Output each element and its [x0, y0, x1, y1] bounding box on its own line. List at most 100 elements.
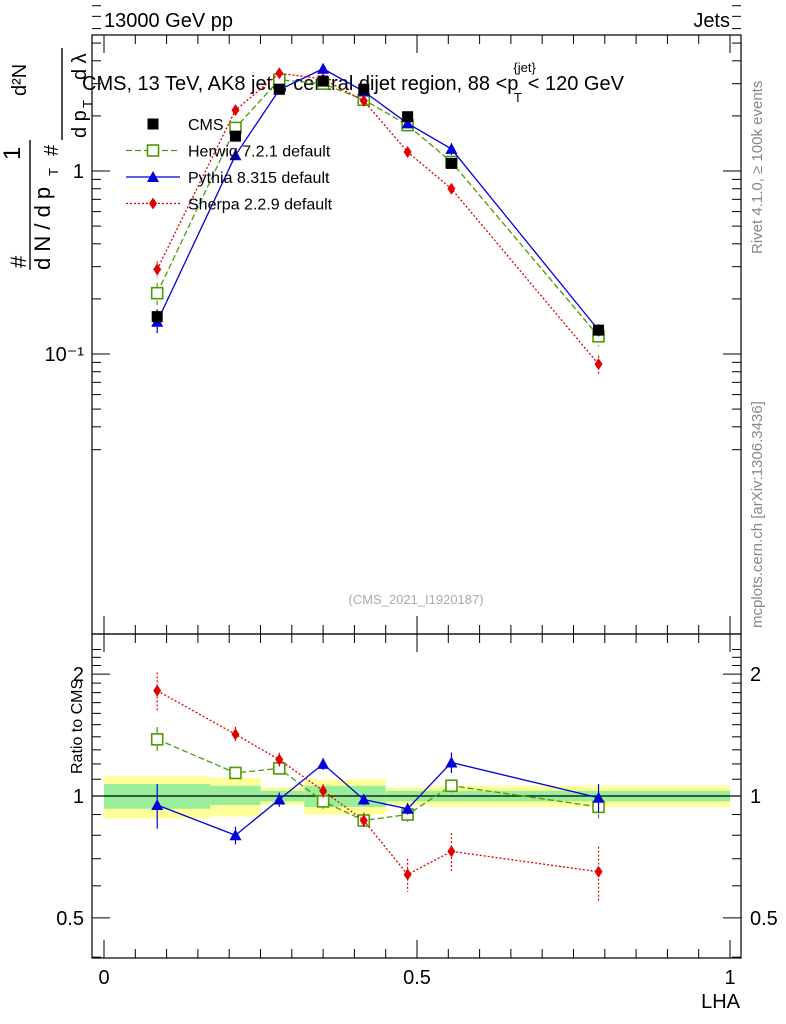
data-series: [150, 62, 605, 902]
data-point: [401, 117, 414, 129]
legend-entry-cms: CMS: [147, 117, 224, 134]
ratio-point: [151, 799, 164, 811]
uncertainty-bands: [104, 776, 730, 819]
ratio-point: [401, 802, 414, 814]
series-herwig-7-2-1-default: [150, 73, 605, 827]
data-point: [275, 67, 284, 80]
svg-text:T: T: [80, 100, 95, 108]
chart-title-main: CMS, 13 TeV, AK8 jets, central dijet reg…: [82, 73, 518, 95]
svg-text:#: #: [6, 255, 31, 268]
header-category-label: Jets: [693, 10, 730, 32]
ratio-tick-label-left: 2: [73, 664, 84, 686]
ratio-point: [231, 728, 240, 741]
chart-title-tail: < 120 GeV: [528, 73, 625, 95]
legend-marker: [146, 144, 160, 157]
data-point: [359, 94, 368, 107]
data-point: [150, 286, 164, 300]
series-line-main: [156, 79, 600, 337]
svg-text:#: #: [41, 144, 63, 156]
legend-marker: [147, 171, 159, 182]
ratio-point: [594, 865, 603, 878]
y-tick-label: 1: [73, 161, 84, 183]
data-point: [594, 358, 603, 371]
legend-label: Pythia 8.315 default: [188, 170, 330, 187]
legend: CMS Herwig 7.2.1 default Pythia 8.315 defa…: [126, 117, 333, 214]
series-sherpa-2-2-9-default: [153, 67, 603, 902]
data-point: [273, 83, 285, 95]
ratio-point: [359, 814, 368, 827]
ratio-point: [229, 829, 242, 841]
series-line-main: [156, 68, 600, 331]
ratio-tick-label-left: 0.5: [56, 908, 84, 930]
svg-text:d p: d p: [69, 110, 91, 138]
legend-label: Sherpa 2.2.9 default: [188, 197, 333, 214]
data-point: [317, 62, 330, 74]
legend-entry-herwig-7-2-1-default: Herwig 7.2.1 default: [126, 144, 331, 161]
series-line-ratio: [156, 761, 599, 836]
ratio-point: [445, 779, 458, 793]
series-pythia-8-315-default: [151, 62, 605, 845]
legend-entry-pythia-8-315-default: Pythia 8.315 default: [126, 170, 330, 187]
chart-title: CMS, 13 TeV, AK8 jets, central dijet reg…: [82, 60, 625, 105]
svg-text:CMS, 13 TeV, AK8 jets, central: CMS, 13 TeV, AK8 jets, central dijet reg…: [82, 60, 625, 105]
ratio-point: [273, 793, 286, 805]
ratio-point: [445, 756, 458, 768]
data-point: [593, 324, 605, 336]
legend-label: CMS: [188, 117, 224, 134]
svg-text:1: 1: [0, 147, 26, 160]
ratio-point: [592, 791, 605, 803]
ratio-point: [229, 766, 242, 780]
header-energy-label: 13000 GeV pp: [104, 10, 233, 32]
chart-title-subscript: T: [514, 90, 522, 105]
series-line-ratio: [156, 738, 599, 822]
ratio-tick-label-right: 2: [750, 664, 761, 686]
y-axis-title: # 1 d N / d p T # d²N d p T d λ: [0, 48, 95, 270]
svg-text:T: T: [46, 168, 61, 176]
svg-text:d λ: d λ: [69, 53, 91, 80]
ratio-axis-title: Ratio to CMS: [69, 679, 86, 774]
ratio-point: [275, 753, 284, 766]
legend-marker: [149, 197, 157, 210]
ratio-point: [153, 684, 162, 697]
legend-label: Herwig 7.2.1 default: [188, 144, 331, 161]
x-tick-label: 0: [98, 967, 109, 989]
ratio-tick-label-left: 1: [73, 786, 84, 808]
data-point: [231, 104, 240, 117]
svg-text:d²N: d²N: [9, 64, 31, 96]
chart-title-superscript: {jet}: [513, 60, 536, 75]
analysis-id-label: (CMS_2021_I1920187): [348, 592, 483, 607]
y-tick-label: 10⁻¹: [45, 344, 85, 366]
ratio-tick-label-right: 1: [750, 786, 761, 808]
x-tick-label: 0.5: [403, 967, 431, 989]
data-point: [229, 149, 242, 161]
svg-text:d N / d p: d N / d p: [30, 187, 55, 270]
mcplots-credit-label: mcplots.cern.ch [arXiv:1306.3436]: [749, 401, 766, 628]
ratio-point: [319, 784, 328, 797]
data-point: [402, 111, 414, 123]
data-point: [403, 146, 412, 159]
axis-ticks: [92, 5, 741, 958]
data-point: [151, 311, 163, 323]
series-cms: [151, 75, 605, 337]
data-point: [317, 75, 329, 87]
data-point: [358, 83, 370, 95]
legend-marker: [147, 118, 159, 130]
data-point: [445, 142, 458, 154]
ratio-point: [150, 733, 164, 746]
data-point: [445, 157, 457, 169]
x-axis-title: LHA: [701, 991, 741, 1013]
ratio-point: [447, 845, 456, 858]
data-point: [447, 182, 456, 195]
ratio-point: [403, 868, 412, 881]
legend-entry-sherpa-2-2-9-default: Sherpa 2.2.9 default: [126, 197, 333, 214]
ratio-tick-label-right: 0.5: [750, 908, 778, 930]
x-tick-label: 1: [724, 967, 735, 989]
series-line-main: [156, 72, 600, 365]
data-point: [229, 130, 241, 142]
rivet-version-label: Rivet 4.1.0, ≥ 100k events: [749, 81, 766, 254]
data-point: [153, 263, 162, 276]
ratio-point: [317, 757, 330, 769]
ratio-point: [357, 793, 370, 805]
